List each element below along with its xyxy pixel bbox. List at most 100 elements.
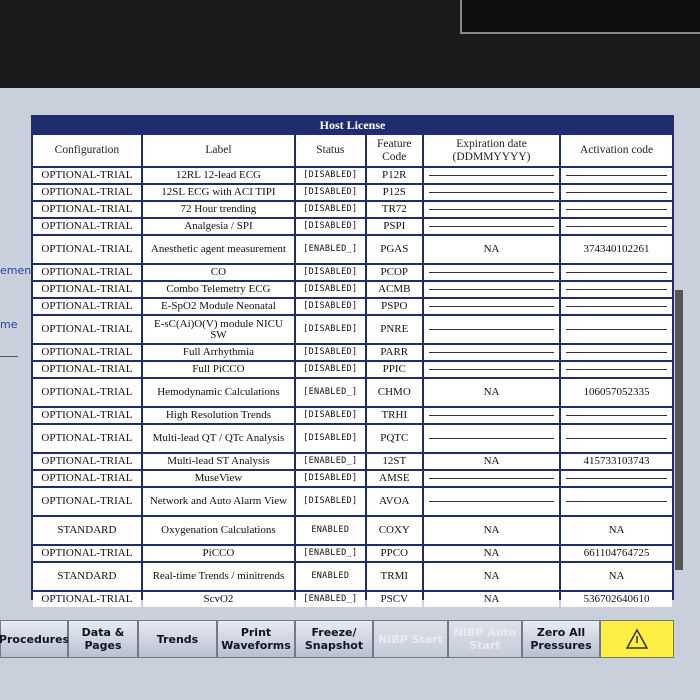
blank-line bbox=[566, 501, 667, 502]
expiration-cell: NA bbox=[424, 592, 560, 607]
status-cell: [ENABLED_] bbox=[296, 592, 365, 607]
label-cell: High Resolution Trends bbox=[142, 408, 295, 423]
status-cell: [DISABLED] bbox=[296, 345, 365, 360]
code-cell: PNRE bbox=[366, 316, 422, 343]
configuration-cell: OPTIONAL-TRIAL bbox=[33, 362, 141, 377]
table-title: Host License bbox=[319, 118, 386, 132]
code-cell: PSCV bbox=[366, 592, 422, 607]
label-cell: Full PiCCO bbox=[142, 362, 295, 377]
expiration-cell: NA bbox=[424, 563, 560, 590]
code-cell: AVOA bbox=[366, 488, 422, 515]
label-cell: 12SL ECG with ACI TIPI bbox=[142, 185, 295, 200]
toolbar-button[interactable]: Zero All Pressures bbox=[522, 620, 600, 658]
table-row: OPTIONAL-TRIAL Analgesia / SPI [DISABLED] P… bbox=[33, 219, 672, 234]
table-row: OPTIONAL-TRIAL E-SpO2 Module Neonatal [DIS… bbox=[33, 299, 672, 314]
code-cell: P12S bbox=[366, 185, 422, 200]
empty-cell bbox=[424, 425, 560, 452]
header-row: Configuration Label Status Feature Code Expi… bbox=[33, 135, 672, 166]
status-cell: [DISABLED] bbox=[296, 219, 365, 234]
expiration-cell: NA bbox=[424, 454, 560, 469]
table: Configuration Label Status Feature Code Expi… bbox=[31, 133, 674, 609]
activation-cell: 374340102261 bbox=[561, 236, 672, 263]
toolbar-button[interactable]: Trends bbox=[138, 620, 217, 658]
blank-line bbox=[566, 192, 667, 193]
code-cell: ACMB bbox=[366, 282, 422, 297]
top-bezel bbox=[460, 0, 700, 34]
table-row: OPTIONAL-TRIAL 12SL ECG with ACI TIPI [DIS… bbox=[33, 185, 672, 200]
configuration-cell: OPTIONAL-TRIAL bbox=[33, 282, 141, 297]
empty-cell bbox=[424, 345, 560, 360]
table-row: OPTIONAL-TRIAL MuseView [DISABLED] AMSE bbox=[33, 471, 672, 486]
empty-cell bbox=[424, 471, 560, 486]
toolbar-button[interactable]: Freeze/ Snapshot bbox=[295, 620, 373, 658]
configuration-cell: OPTIONAL-TRIAL bbox=[33, 425, 141, 452]
column-header: Expiration date (DDMMYYYY) bbox=[424, 135, 560, 166]
activation-cell: 415733103743 bbox=[561, 454, 672, 469]
blank-line bbox=[429, 352, 555, 353]
configuration-cell: OPTIONAL-TRIAL bbox=[33, 185, 141, 200]
column-header: Feature Code bbox=[366, 135, 422, 166]
side-label: ement bbox=[0, 264, 36, 277]
label-cell: Multi-lead QT / QTc Analysis bbox=[142, 425, 295, 452]
empty-cell bbox=[424, 168, 560, 183]
status-cell: [DISABLED] bbox=[296, 471, 365, 486]
alarm-button[interactable] bbox=[600, 620, 674, 658]
blank-line bbox=[566, 306, 667, 307]
status-cell: [ENABLED_] bbox=[296, 546, 365, 561]
blank-line bbox=[429, 501, 555, 502]
expiration-cell: NA bbox=[424, 546, 560, 561]
status-cell: [ENABLED_] bbox=[296, 454, 365, 469]
label-cell: MuseView bbox=[142, 471, 295, 486]
configuration-cell: OPTIONAL-TRIAL bbox=[33, 488, 141, 515]
status-cell: [DISABLED] bbox=[296, 362, 365, 377]
blank-line bbox=[429, 272, 555, 273]
table-row: OPTIONAL-TRIAL Combo Telemetry ECG [DISABL… bbox=[33, 282, 672, 297]
table-row: OPTIONAL-TRIAL Multi-lead ST Analysis [ENA… bbox=[33, 454, 672, 469]
configuration-cell: STANDARD bbox=[33, 517, 141, 544]
table-row: OPTIONAL-TRIAL ScvO2 [ENABLED_] PSCV NA 53670… bbox=[33, 592, 672, 607]
blank-line bbox=[566, 226, 667, 227]
blank-line bbox=[566, 209, 667, 210]
empty-cell bbox=[561, 265, 672, 280]
label-cell: Oxygenation Calculations bbox=[142, 517, 295, 544]
empty-cell bbox=[561, 488, 672, 515]
label-cell: 72 Hour trending bbox=[142, 202, 295, 217]
blank-line bbox=[566, 415, 667, 416]
blank-line bbox=[429, 289, 555, 290]
configuration-cell: OPTIONAL-TRIAL bbox=[33, 219, 141, 234]
code-cell: PARR bbox=[366, 345, 422, 360]
code-cell: 12ST bbox=[366, 454, 422, 469]
blank-line bbox=[566, 175, 667, 176]
status-cell: [ENABLED_] bbox=[296, 236, 365, 263]
blank-line bbox=[566, 289, 667, 290]
table-row: STANDARD Oxygenation Calculations ENABLED C… bbox=[33, 517, 672, 544]
empty-cell bbox=[561, 185, 672, 200]
blank-line bbox=[429, 306, 555, 307]
scrollbar[interactable] bbox=[675, 290, 683, 570]
activation-cell: NA bbox=[561, 563, 672, 590]
toolbar-button: NIBP Auto Start bbox=[448, 620, 522, 658]
configuration-cell: OPTIONAL-TRIAL bbox=[33, 471, 141, 486]
toolbar-button[interactable]: Data & Pages bbox=[68, 620, 138, 658]
table-row: OPTIONAL-TRIAL Full PiCCO [DISABLED] PPIC bbox=[33, 362, 672, 377]
status-cell: [DISABLED] bbox=[296, 408, 365, 423]
toolbar-button[interactable]: Print Waveforms bbox=[217, 620, 295, 658]
empty-cell bbox=[424, 488, 560, 515]
toolbar-button[interactable]: Procedures bbox=[0, 620, 69, 658]
empty-cell bbox=[561, 202, 672, 217]
configuration-cell: OPTIONAL-TRIAL bbox=[33, 546, 141, 561]
label-cell: PiCCO bbox=[142, 546, 295, 561]
label-cell: E-SpO2 Module Neonatal bbox=[142, 299, 295, 314]
code-cell: PQTC bbox=[366, 425, 422, 452]
blank-line bbox=[566, 369, 667, 370]
status-cell: [DISABLED] bbox=[296, 202, 365, 217]
status-cell: [DISABLED] bbox=[296, 185, 365, 200]
empty-cell bbox=[424, 265, 560, 280]
label-cell: Combo Telemetry ECG bbox=[142, 282, 295, 297]
empty-cell bbox=[424, 219, 560, 234]
expiration-cell: NA bbox=[424, 379, 560, 406]
blank-line bbox=[566, 438, 667, 439]
empty-cell bbox=[561, 362, 672, 377]
label-cell: E-sC(Ai)O(V) module NICU SW bbox=[142, 316, 295, 343]
blank-line bbox=[429, 369, 555, 370]
